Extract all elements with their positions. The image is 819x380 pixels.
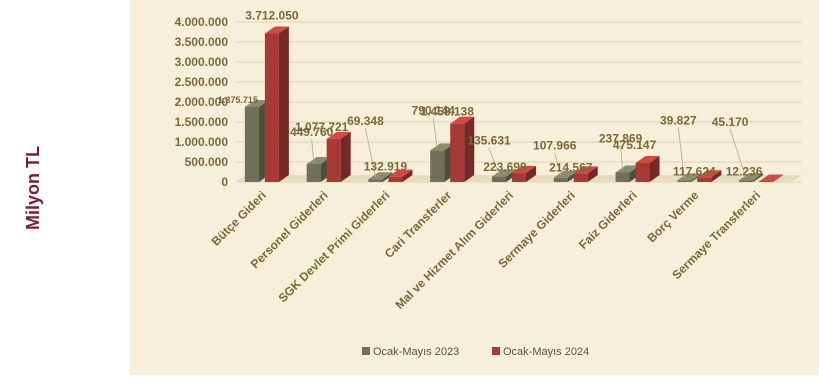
bar-2023-front bbox=[245, 107, 259, 182]
bar-2024 bbox=[450, 117, 474, 182]
y-unit-label: Milyon TL bbox=[14, 108, 54, 268]
data-label-2023: 1.875.715 bbox=[218, 95, 258, 105]
bar-2024-front bbox=[388, 177, 402, 182]
bar-2024-front bbox=[574, 173, 588, 182]
data-label-2024: 475.147 bbox=[613, 138, 657, 152]
bar-2024-front bbox=[327, 139, 341, 182]
bar-2023-front bbox=[430, 150, 444, 182]
legend-swatch bbox=[492, 347, 500, 355]
legend-label: Ocak-Mayıs 2024 bbox=[503, 346, 589, 358]
bar-chart: 0500.0001.000.0001.500.0002.000.0002.500… bbox=[130, 0, 819, 375]
y-tick-label: 1.500.000 bbox=[175, 115, 229, 129]
legend-swatch bbox=[362, 347, 370, 355]
bar-2024 bbox=[265, 27, 289, 182]
category-label: SGK Devlet Primi Giderleri bbox=[276, 188, 393, 305]
data-label-2024: 1.458.138 bbox=[421, 105, 475, 119]
bar-2023-front bbox=[739, 180, 753, 182]
y-tick-label: 3.000.000 bbox=[175, 55, 229, 69]
category-label: Mal ve Hizmet Alım Giderleri bbox=[392, 188, 516, 312]
category-label: Faiz Giderleri bbox=[576, 188, 640, 252]
data-label-2023: 45.170 bbox=[712, 115, 749, 129]
bar-2024-side bbox=[341, 132, 351, 182]
bar-2024 bbox=[327, 132, 351, 182]
bar-2023-front bbox=[616, 172, 630, 182]
data-label-2024: 117.624 bbox=[673, 164, 716, 178]
y-tick-label: 3.500.000 bbox=[175, 35, 229, 49]
bar-2024-front bbox=[450, 124, 464, 182]
y-tick-label: 4.000.000 bbox=[175, 15, 229, 29]
y-tick-label: 1.000.000 bbox=[175, 135, 229, 149]
data-label-2023: 69.348 bbox=[347, 114, 384, 128]
category-label: Bütçe Gideri bbox=[209, 188, 269, 248]
data-label-2024: 132.919 bbox=[364, 160, 408, 174]
data-label-2023: 107.966 bbox=[533, 139, 577, 153]
y-tick-label: 500.000 bbox=[185, 155, 229, 169]
data-label-2024: 3.712.050 bbox=[245, 9, 299, 23]
data-label-2023: 135.631 bbox=[467, 134, 511, 148]
data-label-2024: 12.236 bbox=[726, 165, 763, 179]
category-label: Borç Verme bbox=[644, 188, 701, 245]
bar-2024-front bbox=[265, 34, 279, 182]
y-tick-label: 2.500.000 bbox=[175, 75, 229, 89]
data-label-2024: 223.699 bbox=[483, 160, 527, 174]
data-label-2024: 1.077.721 bbox=[295, 120, 349, 134]
y-tick-label: 0 bbox=[221, 175, 228, 189]
bar-2023-front bbox=[554, 178, 568, 182]
bar-2023-front bbox=[492, 177, 506, 182]
data-label-2023: 39.827 bbox=[660, 113, 697, 127]
y-unit-label-text: Milyon TL bbox=[23, 146, 43, 230]
data-label-2024: 214.567 bbox=[549, 160, 593, 174]
bar-2024-front bbox=[636, 163, 650, 182]
bar-2023-front bbox=[368, 179, 382, 182]
bar-2024-side bbox=[279, 27, 289, 182]
bar-2023-front bbox=[677, 180, 691, 182]
bar-2024-front bbox=[512, 173, 526, 182]
legend-label: Ocak-Mayıs 2023 bbox=[373, 346, 459, 358]
bar-2024-side bbox=[464, 117, 474, 182]
bar-2023-front bbox=[307, 164, 321, 182]
